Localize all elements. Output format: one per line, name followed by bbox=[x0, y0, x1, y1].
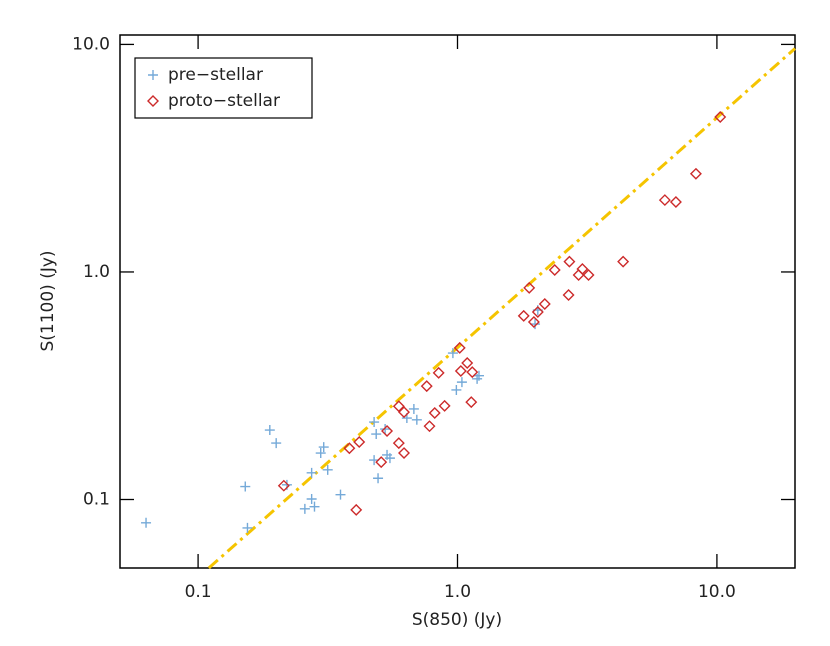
point bbox=[299, 503, 310, 514]
point bbox=[375, 456, 388, 469]
point bbox=[538, 298, 551, 311]
point bbox=[451, 384, 462, 395]
point bbox=[350, 503, 363, 516]
point bbox=[392, 400, 405, 413]
point bbox=[527, 315, 540, 328]
legend-label: pre−stellar bbox=[168, 65, 263, 85]
point bbox=[456, 377, 467, 388]
point bbox=[369, 417, 380, 428]
point bbox=[461, 357, 474, 369]
point bbox=[473, 370, 484, 381]
point bbox=[343, 442, 356, 455]
point bbox=[689, 167, 702, 180]
point bbox=[523, 281, 536, 294]
point bbox=[309, 501, 320, 512]
point bbox=[517, 309, 530, 322]
point bbox=[277, 479, 290, 492]
point bbox=[447, 348, 458, 359]
x-tick-label: 10.0 bbox=[698, 582, 736, 602]
legend-box bbox=[134, 57, 313, 119]
point bbox=[373, 473, 384, 484]
y-tick-label: 0.1 bbox=[83, 490, 110, 510]
point bbox=[353, 435, 366, 448]
point bbox=[428, 406, 441, 419]
y-axis-label: S(1100) (Jy) bbox=[38, 250, 58, 351]
point bbox=[562, 289, 575, 301]
point bbox=[240, 481, 251, 492]
point bbox=[714, 110, 727, 123]
point bbox=[398, 406, 410, 419]
fit-line bbox=[207, 47, 796, 570]
point bbox=[453, 341, 466, 354]
point bbox=[264, 425, 275, 436]
point bbox=[392, 437, 405, 450]
point bbox=[141, 517, 152, 528]
point bbox=[322, 464, 333, 475]
point bbox=[465, 396, 478, 409]
point bbox=[242, 522, 253, 533]
legend-marker bbox=[147, 95, 159, 107]
point bbox=[454, 365, 467, 378]
point bbox=[563, 255, 576, 268]
point bbox=[582, 268, 595, 281]
point bbox=[335, 489, 346, 500]
point bbox=[384, 453, 395, 464]
point bbox=[306, 494, 317, 505]
x-axis-label: S(850) (Jy) bbox=[412, 610, 502, 630]
point bbox=[466, 366, 479, 379]
y-tick-label: 1.0 bbox=[83, 262, 110, 282]
point bbox=[398, 447, 410, 460]
point bbox=[408, 403, 419, 414]
point bbox=[432, 366, 445, 379]
point bbox=[381, 425, 394, 437]
point bbox=[315, 448, 326, 459]
point bbox=[371, 429, 382, 440]
point bbox=[548, 264, 561, 276]
x-tick-label: 1.0 bbox=[444, 582, 471, 602]
point bbox=[438, 399, 451, 412]
point bbox=[658, 194, 671, 207]
point bbox=[572, 268, 585, 281]
x-tick-label: 0.1 bbox=[185, 582, 212, 602]
point bbox=[669, 196, 682, 208]
point bbox=[617, 255, 630, 268]
legend-label: proto−stellar bbox=[168, 91, 280, 111]
point bbox=[271, 438, 282, 449]
point bbox=[420, 380, 433, 393]
point bbox=[423, 420, 436, 433]
legend-marker bbox=[148, 70, 158, 80]
y-tick-label: 10.0 bbox=[72, 34, 110, 54]
point bbox=[411, 414, 422, 425]
point bbox=[318, 442, 329, 453]
point bbox=[306, 467, 317, 478]
point bbox=[380, 424, 391, 435]
point bbox=[576, 263, 589, 276]
point bbox=[531, 305, 544, 318]
